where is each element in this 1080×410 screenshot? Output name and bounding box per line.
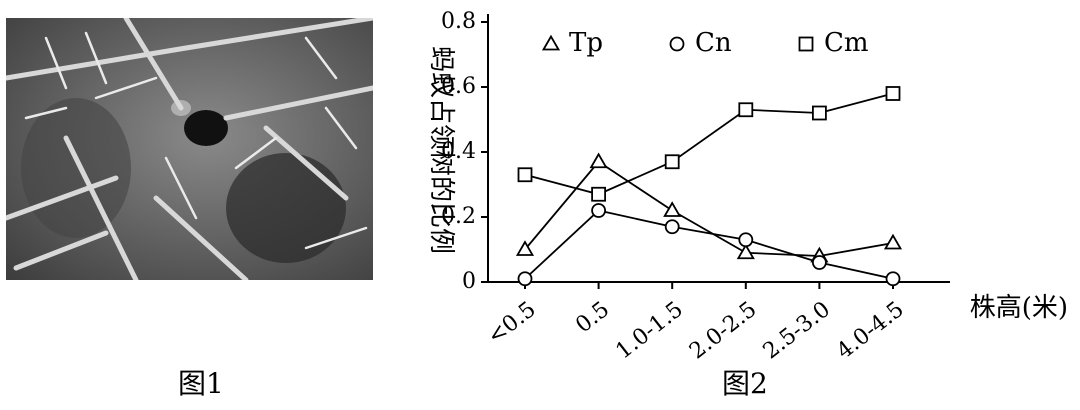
point-cn (738, 232, 754, 248)
x-tick-label: 2.5-3.0 (759, 297, 835, 364)
point-cn (517, 271, 533, 287)
point-cm (885, 86, 901, 101)
ant-photo (6, 18, 373, 280)
series-line-tp (524, 160, 894, 257)
y-axis-ticks: 0 0.2 0.4 0.6 0.8 (441, 9, 488, 294)
point-cm (738, 102, 754, 118)
figure2-caption: 图2 (722, 367, 768, 400)
series-markers (515, 86, 903, 287)
point-tp (515, 240, 535, 256)
series-line-cm (524, 92, 894, 196)
point-cm (812, 105, 827, 121)
y-tick-label: 0 (462, 269, 476, 294)
point-cn (885, 271, 901, 287)
legend-label-tp: Tp (569, 28, 603, 58)
x-tick-label: 4.0-4.5 (832, 297, 908, 364)
point-tp (883, 233, 903, 250)
legend-marker-cn (669, 36, 685, 52)
chart-legend: Tp Cn Cm (541, 28, 869, 58)
x-axis-ticks: <0.5 0.51.0-1.52.0-2.52.5-3.04.0-4.5 (483, 282, 909, 364)
legend-marker-tp (541, 34, 561, 51)
point-tp (736, 243, 755, 260)
x-tick-label: <0.5 (483, 297, 540, 350)
series-lines (524, 92, 894, 280)
x-tick-label: 1.0-1.5 (611, 297, 687, 364)
x-axis-label: 株高(米) (970, 293, 1068, 323)
y-tick-label: 0.2 (441, 204, 476, 229)
y-axis-label: 蚂蚁占领树的比例 (426, 46, 456, 254)
y-tick-label: 0.8 (441, 9, 476, 34)
chart-axes (487, 14, 950, 283)
x-tick-label: 2.0-2.5 (685, 297, 761, 364)
legend-label-cn: Cn (695, 28, 732, 58)
x-tick-label: 0.5 (571, 297, 614, 338)
legend-label-cm: Cm (824, 28, 869, 58)
y-tick-label: 0.4 (441, 139, 476, 164)
point-cm (591, 186, 606, 202)
legend-marker-cm (798, 36, 814, 52)
point-tp (663, 201, 682, 217)
series-line-cn (524, 209, 894, 280)
point-cn (812, 255, 827, 270)
point-cm (664, 154, 680, 170)
point-cn (664, 219, 680, 235)
y-tick-label: 0.6 (441, 74, 476, 99)
point-cm (517, 167, 533, 183)
point-tp (589, 152, 608, 169)
point-cn (591, 203, 606, 218)
figure1-caption: 图1 (178, 367, 224, 400)
